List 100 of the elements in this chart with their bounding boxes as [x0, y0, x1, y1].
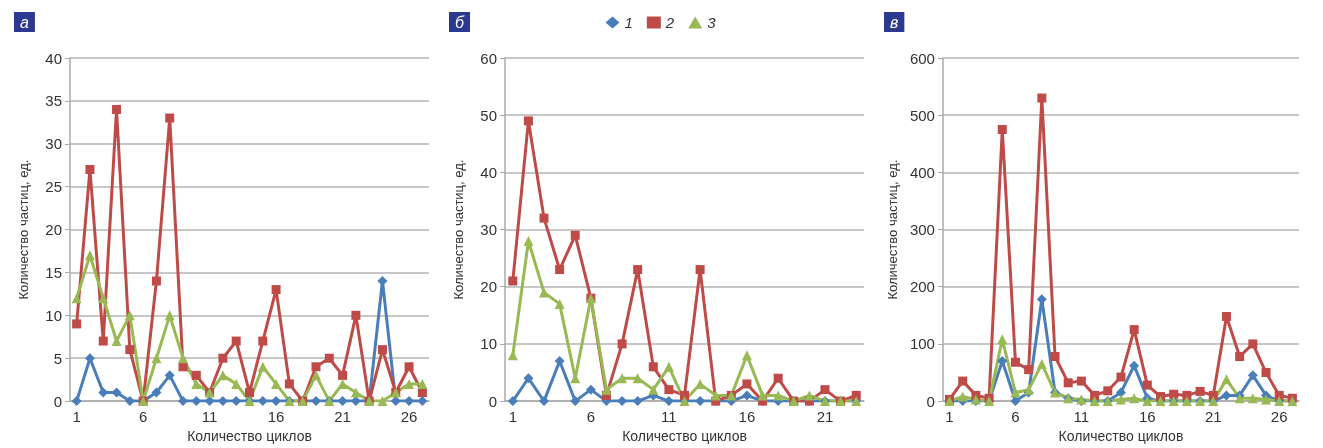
point [165, 113, 175, 123]
point [1036, 358, 1047, 369]
point [539, 213, 549, 223]
point [539, 396, 550, 407]
point [617, 373, 628, 384]
point [151, 276, 161, 286]
y-axis-title: Количество частиц, ед. [451, 159, 466, 300]
point [633, 265, 643, 275]
point [1142, 380, 1152, 390]
y-tick-label: 600 [909, 49, 935, 67]
point [151, 353, 162, 364]
y-tick-label: 300 [909, 221, 935, 239]
x-tick-label: 26 [400, 408, 418, 426]
point [71, 293, 82, 304]
point [85, 165, 95, 175]
point [72, 319, 82, 329]
point [404, 362, 414, 372]
point [218, 353, 228, 363]
point [390, 396, 401, 407]
y-tick-label: 25 [45, 178, 62, 196]
point [112, 104, 122, 114]
point [1115, 394, 1126, 405]
point [508, 276, 518, 286]
point [680, 390, 689, 400]
point [570, 230, 580, 240]
point [1116, 372, 1126, 382]
point [71, 396, 82, 407]
point [111, 336, 122, 347]
point [663, 361, 674, 372]
point [1247, 393, 1258, 404]
x-axis-title: Количество циклов [622, 428, 747, 444]
point [741, 350, 752, 361]
point [164, 370, 175, 381]
x-tick-label: 16 [738, 408, 756, 426]
y-tick-label: 100 [909, 335, 935, 353]
point [773, 373, 783, 383]
point [324, 353, 334, 363]
point [311, 362, 321, 372]
x-tick-label: 1 [508, 408, 517, 426]
point [1024, 365, 1034, 375]
point [310, 370, 321, 381]
point [997, 334, 1008, 345]
point [245, 388, 254, 398]
legend-label: 2 [664, 14, 675, 31]
point [851, 390, 861, 400]
y-axis-title: Количество частиц, ед. [16, 159, 31, 300]
point [555, 265, 565, 275]
point [997, 124, 1007, 134]
point [1248, 339, 1258, 349]
x-tick-label: 16 [267, 408, 285, 426]
x-axis-title: Количество циклов [1058, 428, 1184, 444]
point [1129, 360, 1140, 371]
y-tick-label: 200 [909, 278, 935, 296]
point [1261, 368, 1271, 378]
y-tick-label: 40 [480, 163, 497, 181]
x-tick-label: 6 [1011, 408, 1020, 426]
y-tick-label: 20 [45, 221, 62, 239]
x-tick-label: 11 [1073, 408, 1090, 426]
point [585, 384, 596, 395]
point [570, 396, 581, 407]
y-tick-label: 500 [909, 106, 935, 124]
legend-label: 1 [624, 14, 633, 31]
point [1103, 386, 1113, 396]
point [539, 287, 550, 298]
point [1037, 93, 1047, 103]
point [125, 345, 135, 355]
y-tick-label: 35 [45, 92, 62, 110]
point [1050, 352, 1060, 361]
point [98, 293, 109, 304]
point [257, 361, 268, 372]
chart-title: в [890, 13, 899, 31]
point [1063, 378, 1073, 388]
point [1261, 394, 1272, 405]
y-tick-label: 20 [480, 278, 497, 296]
point [351, 310, 361, 320]
point [741, 390, 752, 401]
x-tick-label: 21 [1204, 408, 1222, 426]
point [191, 378, 202, 389]
y-tick-label: 10 [480, 335, 497, 353]
point [1010, 357, 1020, 367]
point [124, 310, 135, 321]
x-tick-label: 21 [816, 408, 834, 426]
point [417, 378, 428, 389]
y-tick-label: 50 [480, 106, 497, 124]
point [1247, 370, 1258, 381]
point [523, 235, 534, 246]
point [271, 285, 281, 295]
point [1195, 386, 1205, 396]
point [164, 310, 175, 321]
point [710, 390, 721, 401]
point [1221, 311, 1231, 321]
y-axis-title: Количество частиц, ед. [885, 159, 900, 300]
point [231, 336, 241, 346]
point [204, 396, 215, 407]
chart-title: б [455, 13, 465, 31]
point [648, 362, 658, 372]
point [350, 387, 361, 398]
point [523, 116, 533, 126]
point [377, 396, 388, 407]
point [958, 376, 968, 386]
